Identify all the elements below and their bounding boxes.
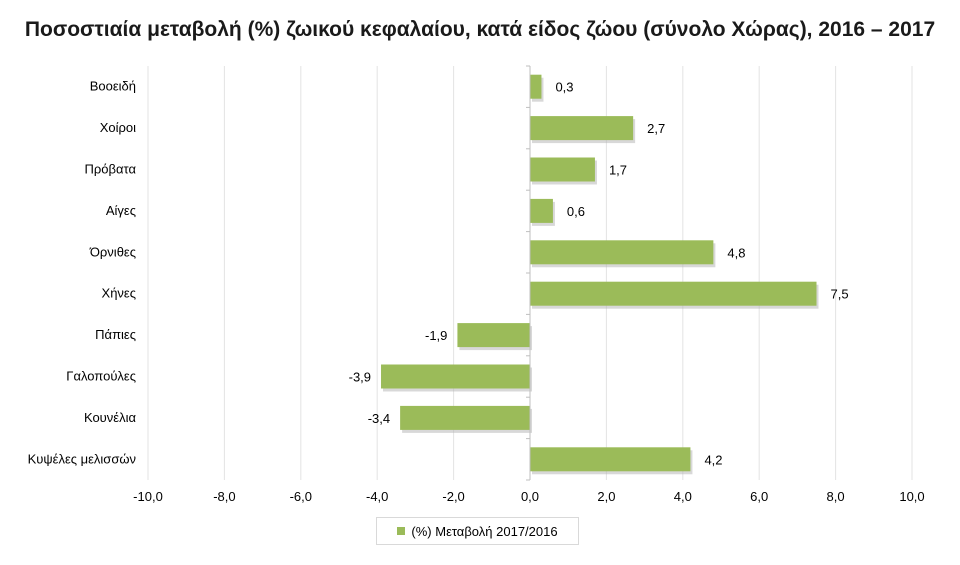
x-tick-label: -2,0 [442, 489, 464, 504]
bar [457, 323, 530, 348]
data-label: 7,5 [831, 287, 849, 302]
x-tick-label: -8,0 [213, 489, 235, 504]
bar [530, 157, 595, 182]
bar [530, 281, 817, 306]
x-tick-label: 2,0 [597, 489, 615, 504]
data-label: 4,8 [727, 245, 745, 260]
category-label: Πρόβατα [85, 162, 137, 177]
data-label: 2,7 [647, 121, 665, 136]
gridlines [147, 66, 913, 480]
category-label: Χήνες [102, 286, 136, 301]
data-label: 0,3 [555, 80, 573, 95]
category-label: Κουνέλια [84, 410, 137, 425]
bar [530, 74, 542, 99]
legend-label: (%) Μεταβολή 2017/2016 [411, 523, 558, 539]
bar [530, 116, 634, 141]
x-tick-label: 4,0 [674, 489, 692, 504]
data-label: -3,9 [349, 370, 371, 385]
bar [530, 240, 714, 265]
x-tick-label: -6,0 [290, 489, 312, 504]
x-tick-label: 10,0 [899, 489, 924, 504]
labels: -10,0 -8,0 -6,0 -4,0 -2,0 0,0 2,0 4,0 6,0 8,0 10,0… [28, 79, 925, 504]
x-tick-label: 0,0 [521, 489, 539, 504]
data-label: 1,7 [609, 163, 627, 178]
axes [526, 65, 531, 481]
category-label: Γαλοπούλες [66, 369, 136, 384]
x-tick-label: -10,0 [133, 489, 163, 504]
bar [530, 447, 691, 472]
bars [381, 74, 819, 475]
x-tick-label: -4,0 [366, 489, 388, 504]
x-tick-label: 6,0 [750, 489, 768, 504]
data-label: 4,2 [704, 452, 722, 467]
chart-title: Ποσοστιαία μεταβολή (%) ζωικού κεφαλαίου… [24, 18, 936, 41]
bar [530, 198, 553, 223]
bar [400, 405, 530, 430]
bar-chart: -10,0 -8,0 -6,0 -4,0 -2,0 0,0 2,0 4,0 6,0 8,0 10,0… [28, 65, 925, 504]
category-label: Πάπιες [95, 327, 136, 342]
data-label: -1,9 [425, 328, 447, 343]
legend: (%) Μεταβολή 2017/2016 [376, 517, 579, 545]
category-label: Όρνιθες [89, 244, 136, 259]
category-label: Χοίροι [100, 120, 136, 135]
x-tick-label: 8,0 [827, 489, 845, 504]
legend-swatch [397, 527, 406, 535]
bar [381, 364, 530, 389]
category-label: Αίγες [106, 203, 136, 218]
category-label: Κυψέλες μελισσών [28, 451, 136, 466]
category-label: Βοοειδή [90, 79, 136, 94]
data-label: 0,6 [567, 204, 585, 219]
data-label: -3,4 [368, 411, 390, 426]
